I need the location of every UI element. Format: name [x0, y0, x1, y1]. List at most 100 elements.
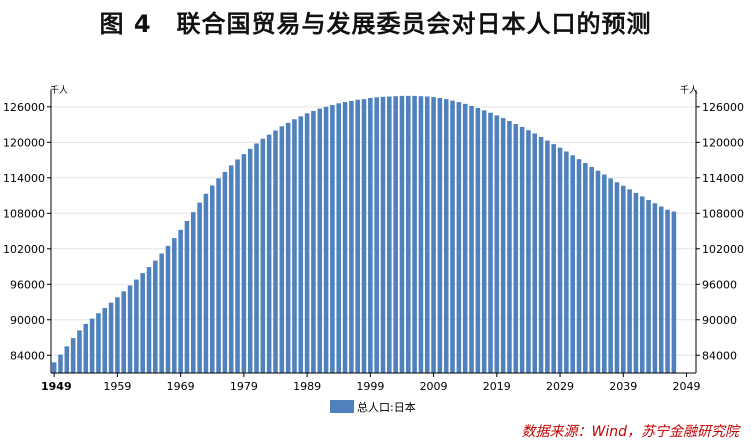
bar — [507, 121, 512, 373]
x-tick-label: 2019 — [483, 380, 511, 393]
y-tick-label: 96000 — [702, 278, 737, 291]
source-note: 数据来源：Wind，苏宁金融研究院 — [521, 424, 740, 440]
bar — [475, 108, 481, 374]
bar — [115, 297, 120, 373]
x-tick-label: 2049 — [673, 380, 701, 393]
x-tick-label: 2029 — [546, 380, 574, 393]
y-tick-label: 102000 — [3, 243, 45, 256]
bar — [228, 165, 234, 373]
bar — [387, 96, 392, 373]
bar — [665, 209, 670, 373]
y-tick-label: 120000 — [3, 136, 45, 149]
x-tick-label: 2009 — [420, 380, 448, 393]
y-tick-label: 90000 — [10, 314, 45, 327]
bar — [323, 106, 329, 374]
bar — [247, 148, 253, 373]
bar — [153, 260, 158, 373]
y-tick-label: 90000 — [702, 314, 737, 327]
bar — [279, 126, 285, 373]
bar — [469, 105, 474, 373]
bar — [368, 97, 373, 373]
bar — [184, 220, 190, 373]
bar — [380, 96, 386, 373]
bar — [140, 273, 145, 373]
bar — [64, 346, 70, 373]
bar — [70, 338, 76, 373]
bar — [551, 144, 556, 373]
bar — [526, 130, 531, 373]
bar — [639, 196, 645, 373]
bar — [159, 253, 164, 373]
x-tick-label: 1989 — [293, 380, 321, 393]
bar — [627, 189, 632, 373]
x-tick-label: 1959 — [103, 380, 131, 393]
x-tick-label: 1969 — [167, 380, 195, 393]
legend-label: 总人口:日本 — [357, 400, 416, 414]
bar — [361, 99, 367, 373]
bar — [89, 318, 95, 373]
bar — [235, 159, 240, 373]
legend: 总人口:日本 — [330, 400, 416, 414]
y-tick-label: 126000 — [3, 101, 45, 114]
right-y-axis: 84000 90000 96000 102000 108000 114000 120000 1… — [696, 101, 744, 362]
bar — [285, 122, 291, 373]
bar — [203, 193, 209, 373]
bar — [254, 143, 259, 373]
bar — [178, 229, 183, 373]
bar — [51, 362, 57, 373]
bar — [241, 154, 247, 373]
bar — [83, 323, 89, 373]
bar — [494, 115, 500, 374]
chart-title: 图 4 联合国贸易与发展委员会对日本人口的预测 — [99, 10, 652, 38]
y-tick-label: 108000 — [3, 207, 45, 220]
bar — [418, 96, 424, 373]
y-tick-label: 84000 — [10, 349, 45, 362]
y-tick-label: 114000 — [702, 172, 744, 185]
bar — [191, 212, 196, 373]
bar — [646, 199, 651, 373]
bar — [488, 112, 493, 373]
bar — [165, 245, 171, 373]
bar — [608, 178, 613, 373]
bar — [437, 97, 443, 373]
right-unit-label: 千人 — [680, 85, 698, 96]
bar — [658, 206, 664, 373]
bar — [412, 95, 417, 373]
bar — [304, 113, 310, 373]
bar — [349, 100, 354, 374]
x-axis: 1949 1959 1969 1979 1989 1999 2009 2019 2029 2039… — [41, 373, 701, 393]
grid-lines — [51, 106, 696, 356]
bar — [589, 166, 594, 373]
bar — [298, 116, 304, 374]
bar — [583, 163, 588, 373]
bar — [633, 192, 639, 373]
bar — [330, 105, 335, 373]
bar — [146, 267, 152, 373]
bar — [443, 99, 449, 373]
bar — [172, 238, 177, 373]
y-tick-label: 102000 — [702, 243, 744, 256]
legend-swatch — [330, 400, 354, 413]
bar — [406, 95, 411, 373]
bar — [576, 159, 582, 373]
bar — [222, 171, 228, 373]
x-tick-label: 1999 — [356, 380, 384, 393]
bar — [481, 110, 487, 373]
bar — [595, 170, 601, 373]
bar — [450, 100, 455, 374]
bar — [127, 285, 133, 373]
bar — [58, 354, 63, 373]
bar — [336, 103, 341, 373]
bar — [399, 95, 405, 373]
bar — [311, 110, 316, 373]
bar — [108, 302, 114, 373]
bar — [513, 123, 519, 374]
x-tick-label: 1979 — [230, 380, 258, 393]
bar — [557, 147, 563, 373]
bar — [431, 97, 436, 373]
y-tick-label: 84000 — [702, 349, 737, 362]
bar — [614, 182, 620, 373]
bar — [652, 203, 658, 373]
bar — [671, 211, 677, 373]
bar — [317, 108, 323, 374]
